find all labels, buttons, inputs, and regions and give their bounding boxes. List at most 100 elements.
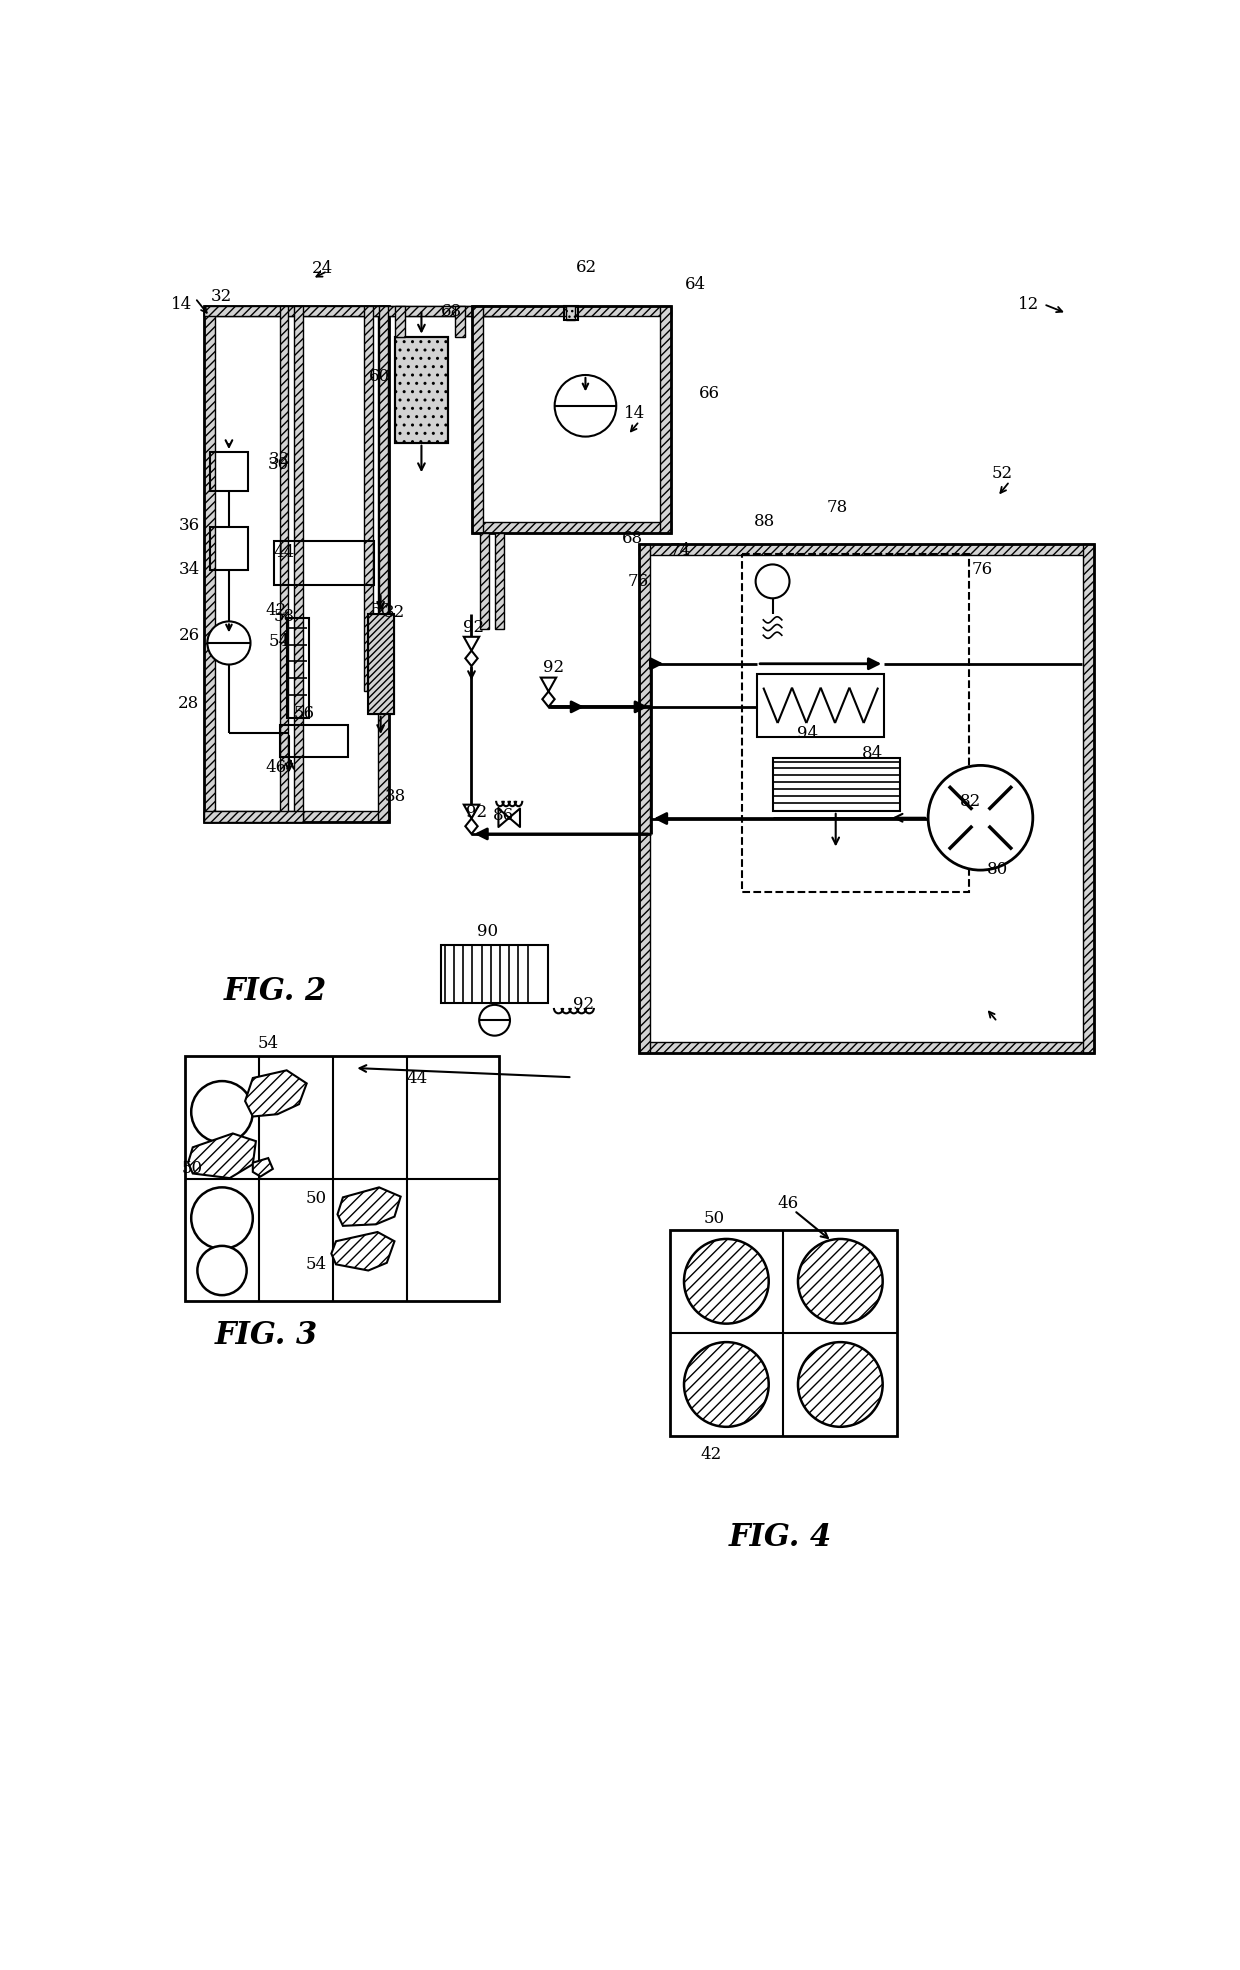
Text: 28: 28 [179,695,200,711]
Text: 54: 54 [305,1255,326,1273]
Bar [280,725,347,756]
Text: 50: 50 [703,1210,724,1227]
Circle shape [207,621,250,664]
Circle shape [684,1239,769,1324]
Bar [472,522,671,532]
Text: 86: 86 [492,808,513,823]
Text: 80: 80 [987,861,1008,879]
Bar [367,615,394,713]
Text: 24: 24 [311,260,332,278]
Bar [640,1042,1094,1052]
Text: 64: 64 [684,276,706,294]
Bar [205,305,215,821]
Text: 92: 92 [464,619,485,636]
Bar [205,305,389,317]
Bar [210,451,248,491]
Bar [1083,544,1094,1052]
Polygon shape [188,1133,255,1178]
Text: 42: 42 [265,603,286,619]
Text: 14: 14 [171,296,192,313]
Text: 36: 36 [179,518,200,534]
Polygon shape [465,818,477,833]
Bar [567,305,575,319]
Bar [205,812,389,821]
Circle shape [479,1005,510,1036]
Text: 68: 68 [441,303,463,321]
Text: 88: 88 [754,512,775,530]
Bar [378,305,389,821]
Text: 76: 76 [971,561,992,577]
Text: 56: 56 [294,705,315,723]
Polygon shape [464,804,479,818]
Text: 78: 78 [827,498,848,516]
Text: 74: 74 [670,542,691,559]
Bar [660,305,671,532]
Bar [288,617,309,717]
Text: 82: 82 [960,794,981,810]
Circle shape [197,1245,247,1294]
Bar [564,305,578,319]
Bar [396,337,448,443]
Polygon shape [246,1070,306,1117]
Text: 54: 54 [268,632,290,650]
Bar [205,305,512,317]
Text: 42: 42 [701,1446,722,1464]
Bar [396,305,404,337]
Bar [205,812,303,821]
Bar [210,528,248,569]
Circle shape [755,565,790,599]
Bar [640,544,1094,1052]
Text: 32: 32 [211,288,232,305]
Polygon shape [337,1188,401,1225]
Text: 26: 26 [179,626,200,644]
Text: 14: 14 [624,406,645,422]
Text: 50: 50 [371,603,392,619]
Bar [758,674,884,737]
Text: 34: 34 [179,561,200,577]
Bar [640,544,1094,556]
Bar [472,305,671,317]
Text: 92: 92 [573,997,594,1013]
Circle shape [799,1239,883,1324]
Polygon shape [541,678,557,691]
Text: 44: 44 [407,1070,428,1087]
Text: FIG. 2: FIG. 2 [223,975,327,1007]
Text: 92: 92 [465,804,486,821]
Polygon shape [253,1158,273,1176]
Text: 32: 32 [384,603,405,621]
Bar [472,305,484,532]
Text: 30: 30 [268,455,289,473]
Bar [773,758,899,812]
Bar [742,554,968,892]
Polygon shape [331,1231,394,1271]
Text: FIG. 3: FIG. 3 [215,1320,317,1351]
Text: 90: 90 [477,924,498,940]
Circle shape [554,374,616,437]
Bar [294,305,303,821]
Bar [378,305,501,317]
Text: 50: 50 [181,1160,202,1176]
Circle shape [191,1188,253,1249]
Text: 54: 54 [258,1034,279,1052]
Text: 46: 46 [777,1196,799,1212]
Text: 76: 76 [627,573,649,589]
Circle shape [799,1342,883,1426]
Text: 60: 60 [370,368,391,384]
Bar [396,337,448,443]
Bar [274,540,373,585]
Bar [280,305,288,821]
Bar [455,305,465,337]
Bar [670,1229,898,1436]
Text: 32: 32 [268,451,290,469]
Text: 62: 62 [575,258,596,276]
Text: 38: 38 [384,788,405,804]
Bar [367,615,394,713]
Polygon shape [465,650,477,666]
Bar [379,305,388,691]
Bar [640,544,650,1052]
Text: 46: 46 [265,758,286,776]
Text: 52: 52 [992,465,1013,483]
Bar [480,532,490,628]
Text: 68: 68 [621,530,644,548]
Text: 44: 44 [274,544,295,561]
